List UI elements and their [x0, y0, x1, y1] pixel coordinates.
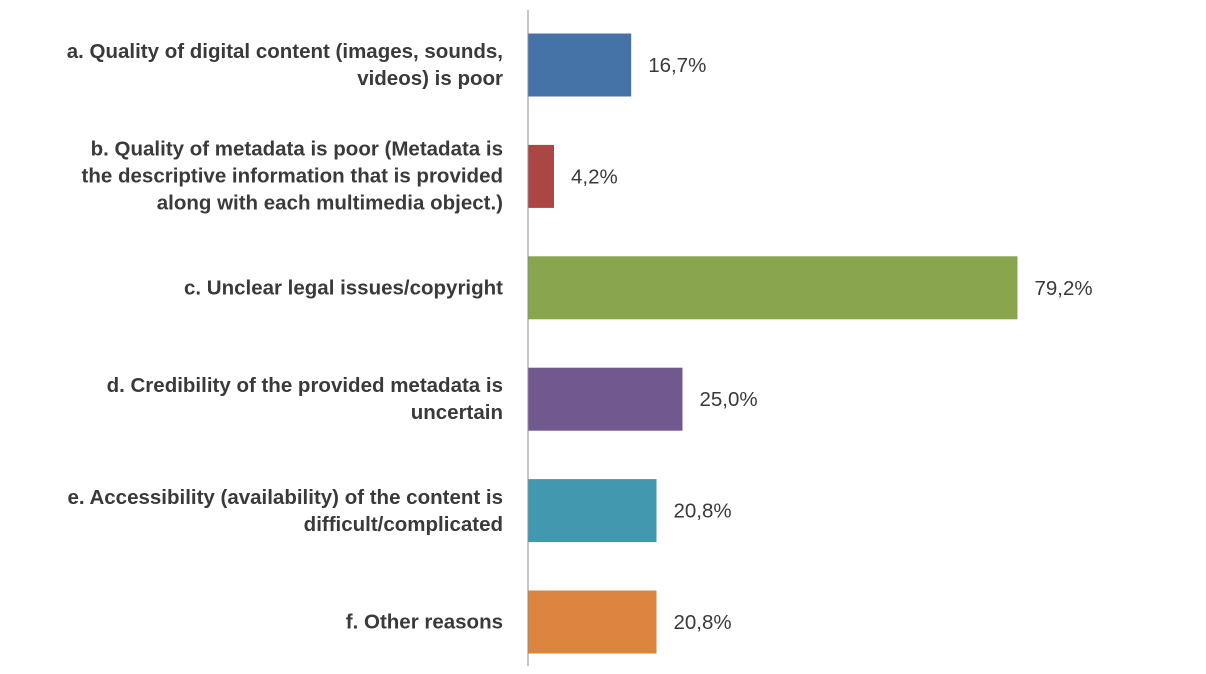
category-label-b: b. Quality of metadata is poor (Metadata…	[81, 137, 503, 215]
category-label-e: e. Accessibility (availability) of the c…	[67, 485, 503, 536]
bar-d	[528, 367, 683, 431]
value-label-e: 20,8%	[674, 500, 732, 523]
value-label-c: 79,2%	[1035, 277, 1093, 300]
category-label-a: a. Quality of digital content (images, s…	[66, 40, 503, 90]
bar-c	[528, 256, 1018, 320]
value-label-a: 16,7%	[648, 54, 706, 77]
category-label-d: d. Credibility of the provided metadata …	[106, 374, 503, 425]
category-label-f: f. Other reasons	[345, 610, 503, 634]
value-label-d: 25,0%	[700, 388, 758, 411]
bar-a	[528, 33, 632, 97]
bar-b	[528, 144, 554, 208]
bar-e	[528, 479, 657, 543]
value-label-b: 4,2%	[571, 165, 618, 188]
category-label-c: c. Unclear legal issues/copyright	[183, 276, 503, 300]
bar-f	[528, 590, 657, 654]
value-label-f: 20,8%	[674, 611, 732, 634]
